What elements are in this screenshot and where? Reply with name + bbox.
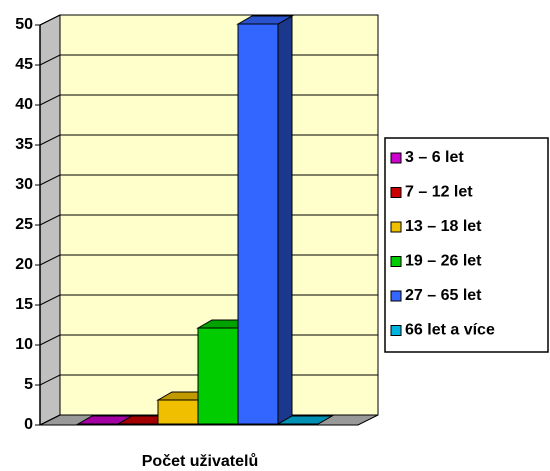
legend-box bbox=[384, 137, 549, 353]
legend-label: 7 – 12 let bbox=[405, 184, 473, 201]
grid-line bbox=[39, 14, 378, 26]
y-tick-label: 0 bbox=[24, 416, 33, 433]
y-tick-label: 15 bbox=[15, 296, 33, 313]
legend-swatch bbox=[390, 256, 402, 267]
bar bbox=[237, 23, 279, 425]
x-tick-label: Počet uživatelů bbox=[142, 453, 258, 470]
y-tick-label: 5 bbox=[24, 376, 33, 393]
bar bbox=[197, 327, 239, 425]
legend-swatch bbox=[390, 187, 402, 198]
y-tick-label: 25 bbox=[15, 216, 33, 233]
bar bbox=[157, 399, 199, 425]
bar-side bbox=[277, 15, 293, 425]
legend-swatch bbox=[390, 325, 402, 336]
legend-swatch bbox=[390, 221, 402, 233]
legend-label: 27 – 65 let bbox=[405, 287, 482, 304]
legend-label: 66 let a více bbox=[405, 322, 495, 339]
legend-label: 19 – 26 let bbox=[405, 253, 482, 270]
legend-swatch bbox=[390, 152, 402, 164]
legend-label: 13 – 18 let bbox=[405, 218, 482, 235]
y-tick-label: 50 bbox=[15, 16, 33, 33]
y-tick-label: 40 bbox=[15, 96, 33, 113]
y-tick-label: 35 bbox=[15, 136, 33, 153]
legend-label: 3 – 6 let bbox=[405, 149, 464, 166]
bar-top bbox=[276, 415, 334, 425]
legend-swatch bbox=[390, 290, 402, 302]
y-tick-label: 45 bbox=[15, 56, 33, 73]
y-tick-label: 30 bbox=[15, 176, 33, 193]
y-tick-label: 20 bbox=[15, 256, 33, 273]
y-tick-label: 10 bbox=[15, 336, 33, 353]
